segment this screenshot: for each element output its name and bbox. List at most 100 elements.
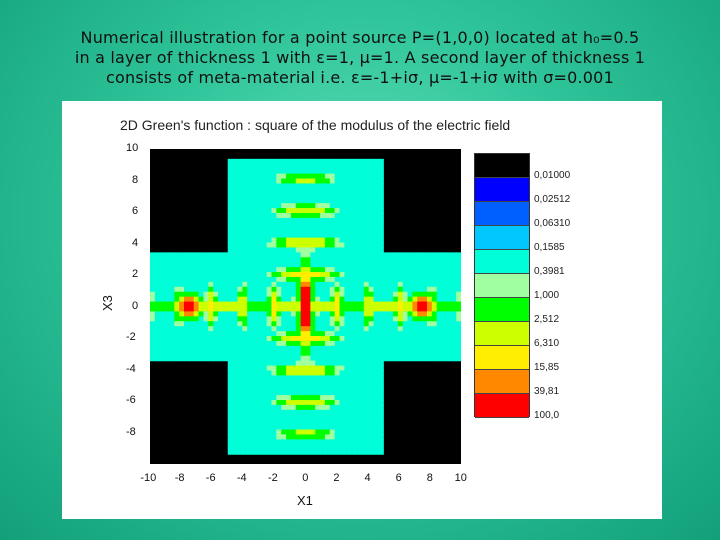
heatmap-cell xyxy=(218,267,224,273)
heatmap-cell xyxy=(451,345,457,352)
heatmap-cell xyxy=(378,203,384,209)
heatmap-cell xyxy=(281,247,287,253)
heatmap-cell xyxy=(237,380,243,386)
heatmap-cell xyxy=(300,380,307,386)
heatmap-cell xyxy=(271,217,277,224)
heatmap-cell xyxy=(324,306,331,313)
figure-panel: 2D Green's function : square of the modu… xyxy=(62,101,662,519)
heatmap-cell xyxy=(271,203,277,209)
heatmap-cell xyxy=(232,400,239,406)
heatmap-cell xyxy=(286,380,292,386)
heatmap-cell xyxy=(242,262,248,268)
heatmap-cell xyxy=(363,158,370,165)
heatmap-cell xyxy=(354,281,360,288)
heatmap-cell xyxy=(295,168,302,175)
heatmap-cell xyxy=(198,340,205,347)
heatmap-cell xyxy=(154,326,161,332)
heatmap-cell xyxy=(295,365,302,372)
heatmap-cell xyxy=(290,345,297,352)
heatmap-cell xyxy=(222,321,229,327)
heatmap-cell xyxy=(358,395,365,401)
heatmap-cell xyxy=(407,252,414,258)
heatmap-cell xyxy=(456,331,461,337)
heatmap-cell xyxy=(159,281,166,288)
heatmap-cell xyxy=(208,311,214,317)
heatmap-cell xyxy=(256,390,263,396)
heatmap-cell xyxy=(218,340,224,347)
heatmap-cell xyxy=(276,301,282,308)
heatmap-cell xyxy=(358,227,365,234)
heatmap-cell xyxy=(300,316,307,322)
heatmap-cell xyxy=(305,419,311,426)
heatmap-cell xyxy=(378,424,384,431)
heatmap-cell xyxy=(150,291,156,298)
heatmap-cell xyxy=(261,158,268,165)
heatmap-cell xyxy=(344,419,350,426)
heatmap-cell xyxy=(358,193,365,199)
heatmap-cell xyxy=(252,247,258,253)
heatmap-cell xyxy=(276,183,282,189)
heatmap-cell xyxy=(344,262,350,268)
heatmap-cell xyxy=(286,276,292,283)
heatmap-cell xyxy=(252,163,258,170)
heatmap-cell xyxy=(218,321,224,327)
heatmap-cell xyxy=(441,306,448,313)
heatmap-cell xyxy=(290,380,297,386)
heatmap-cell xyxy=(237,178,243,185)
heatmap-cell xyxy=(320,419,326,426)
heatmap-cell xyxy=(286,227,292,234)
heatmap-cell xyxy=(324,158,331,165)
heatmap-cell xyxy=(232,375,239,381)
heatmap-cell xyxy=(334,163,341,170)
heatmap-cell xyxy=(232,414,239,421)
heatmap-cell xyxy=(344,449,350,455)
heatmap-cell xyxy=(324,291,331,298)
heatmap-cell xyxy=(179,340,185,347)
heatmap-cell xyxy=(456,286,461,293)
heatmap-cell xyxy=(281,296,287,303)
heatmap-cell xyxy=(354,222,360,229)
heatmap-cell xyxy=(252,296,258,303)
heatmap-cell xyxy=(407,321,414,327)
heatmap-cell xyxy=(378,173,384,180)
heatmap-cell xyxy=(261,434,268,440)
heatmap-cell xyxy=(271,193,277,199)
heatmap-cell xyxy=(329,365,336,372)
heatmap-cell xyxy=(344,331,350,337)
heatmap-cell xyxy=(290,355,297,362)
heatmap-cell xyxy=(354,183,360,189)
heatmap-cell xyxy=(349,168,355,175)
heatmap-cell xyxy=(451,316,457,322)
heatmap-cell xyxy=(378,242,384,249)
heatmap-cell xyxy=(315,257,321,263)
heatmap-cell xyxy=(349,400,355,406)
heatmap-cell xyxy=(324,262,331,268)
heatmap-cell xyxy=(256,217,263,224)
heatmap-cell xyxy=(373,281,379,288)
heatmap-cell xyxy=(436,321,443,327)
heatmap-cell xyxy=(300,400,307,406)
heatmap-cell xyxy=(247,203,253,209)
heatmap-cell xyxy=(300,355,307,362)
colorbar-level-label: 0,1585 xyxy=(534,242,565,253)
heatmap-cell xyxy=(213,355,219,362)
heatmap-cell xyxy=(276,400,282,406)
heatmap-cell xyxy=(188,350,195,357)
heatmap-cell xyxy=(159,301,166,308)
heatmap-cell xyxy=(456,276,461,283)
heatmap-cell xyxy=(295,286,302,293)
heatmap-cell xyxy=(412,331,418,337)
heatmap-cell xyxy=(329,252,336,258)
heatmap-cell xyxy=(431,316,438,322)
heatmap-cell xyxy=(164,267,171,273)
heatmap-cell xyxy=(397,306,404,313)
heatmap-cell xyxy=(320,375,326,381)
heatmap-cell xyxy=(320,404,326,411)
heatmap-cell xyxy=(276,350,282,357)
heatmap-cell xyxy=(378,434,384,440)
heatmap-cell xyxy=(242,198,248,204)
heatmap-cell xyxy=(256,350,263,357)
heatmap-cell xyxy=(266,222,273,229)
heatmap-cell xyxy=(261,306,268,313)
heatmap-cell xyxy=(150,306,156,313)
